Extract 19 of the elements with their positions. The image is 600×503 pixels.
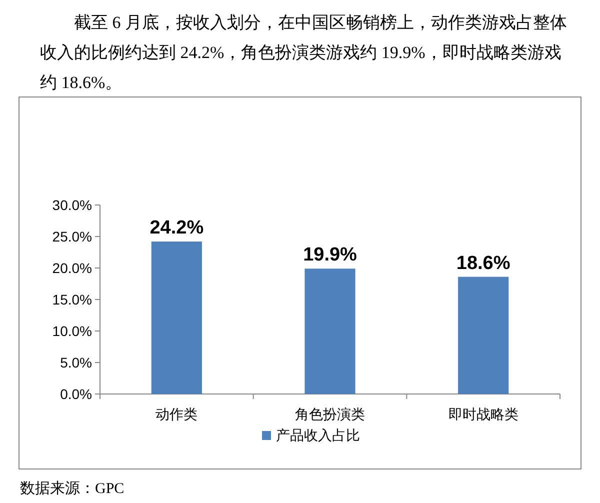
source-note: 数据来源：GPC [20,480,124,497]
x-tick-label: 角色扮演类 [295,406,365,422]
data-label: 18.6% [456,252,510,274]
y-tick-label: 25.0% [52,228,92,244]
bar [151,242,202,394]
y-tick-label: 15.0% [52,292,92,308]
y-tick-label: 0.0% [60,386,92,402]
x-tick-label: 动作类 [156,406,198,422]
chart-title: 截至 6 月底，按收入划分，在中国区畅销榜上，动作类游戏占整体收入的比例约达到 24.2%，角色扮演类游戏约 19.9%，即时战略类游戏约 18.6%。 [40,12,568,94]
data-label: 19.9% [303,244,358,266]
y-tick-label: 10.0% [52,323,92,339]
y-tick-label: 20.0% [52,260,92,276]
legend-label: 产品收入占比 [276,427,360,443]
y-tick-label: 30.0% [52,197,92,213]
y-tick-label: 5.0% [60,354,92,370]
bar [458,276,509,394]
bar [304,268,356,394]
x-tick-label: 即时战略类 [448,406,518,422]
data-label: 24.2% [150,218,204,239]
